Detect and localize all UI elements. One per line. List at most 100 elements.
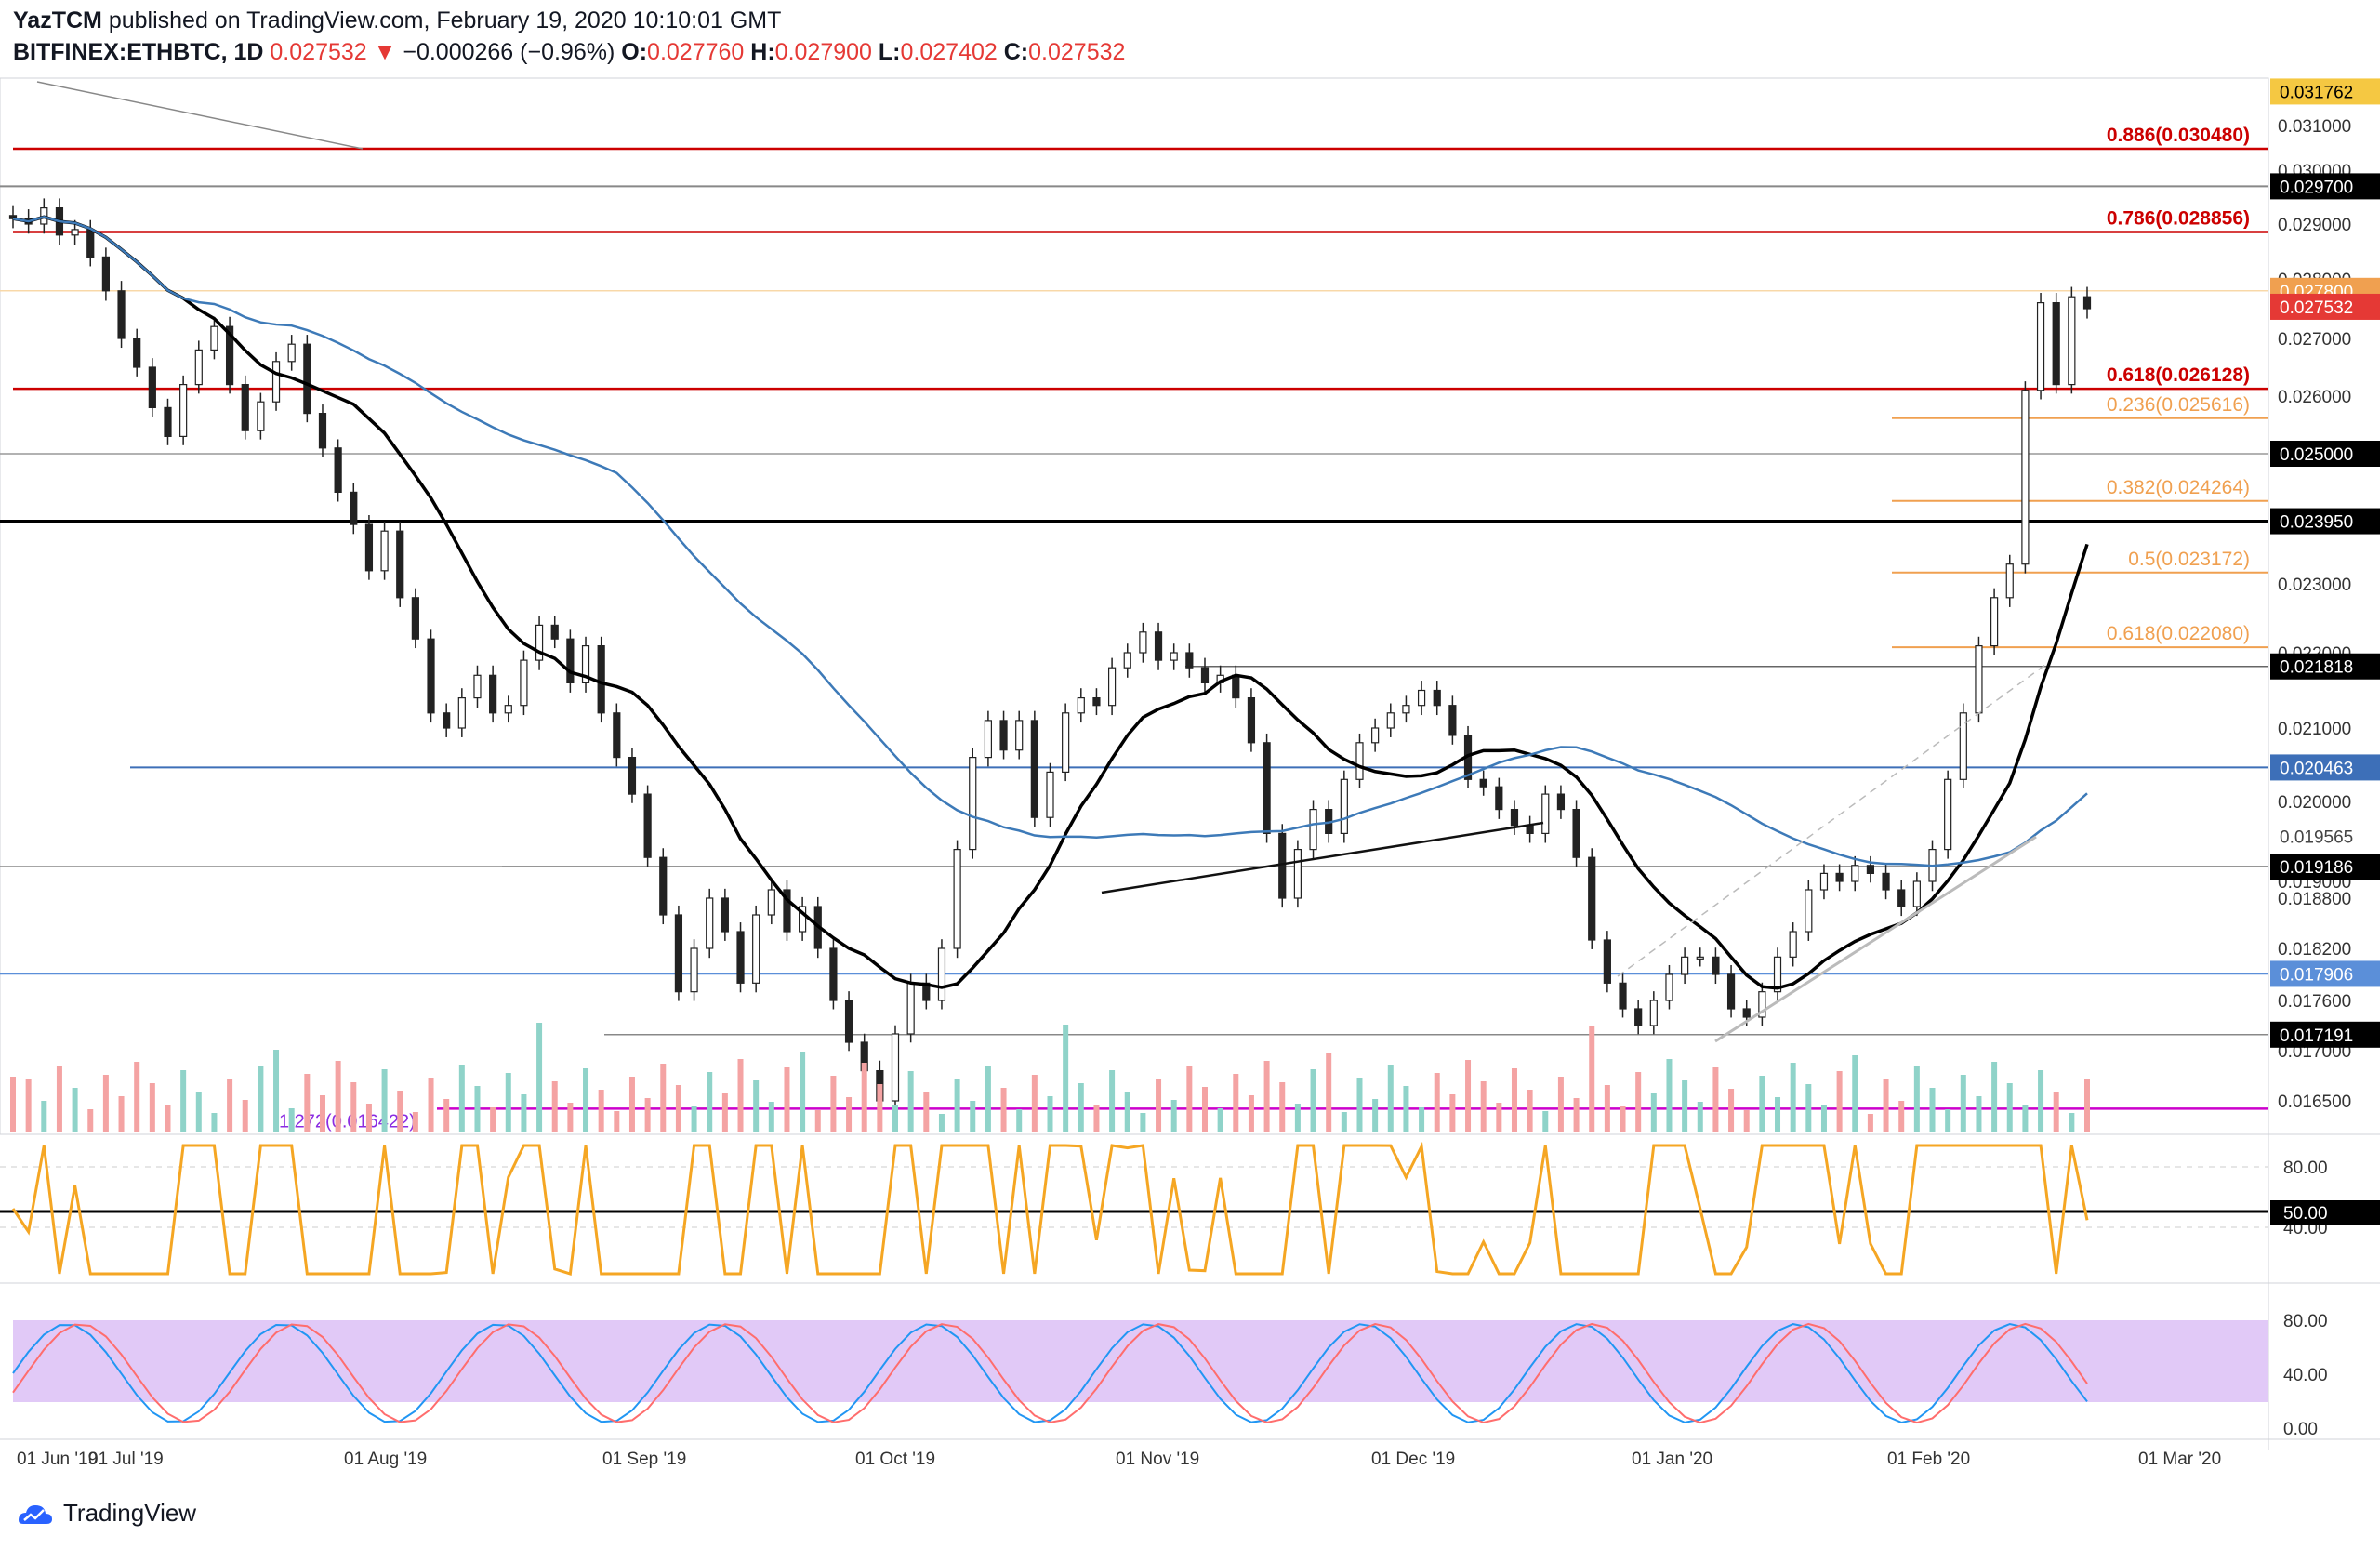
- volume-bar: [118, 1096, 125, 1132]
- price-tick-label: 0.023000: [2278, 576, 2351, 595]
- candle-body: [194, 349, 203, 386]
- volume-bar: [1326, 1053, 1332, 1132]
- volume-bar: [521, 1094, 527, 1132]
- candle-body: [164, 406, 172, 437]
- fib-level-label: 0.236(0.025616): [2107, 394, 2250, 416]
- time-tick-label: 01 Mar '20: [2138, 1450, 2221, 1469]
- stoch-tick-label: 0.00: [2283, 1420, 2318, 1439]
- volume-bar: [288, 1108, 295, 1132]
- candle-body: [520, 659, 528, 707]
- volume-bar: [1140, 1113, 1146, 1132]
- candle-body: [581, 644, 590, 683]
- volume-bar: [180, 1070, 187, 1132]
- tradingview-logo[interactable]: TradingView: [15, 1499, 196, 1528]
- volume-bar: [1186, 1066, 1193, 1132]
- candle-body: [1526, 825, 1534, 834]
- candle-body: [1819, 872, 1829, 891]
- candle-body: [1959, 712, 1967, 780]
- candle-body: [1572, 808, 1580, 858]
- candle-body: [891, 1033, 900, 1102]
- price-tick-label: 0.031000: [2278, 117, 2351, 137]
- volume-bar: [1047, 1096, 1053, 1132]
- price-badge: [2270, 754, 2380, 781]
- volume-bar: [1743, 1110, 1750, 1132]
- candle-body: [999, 720, 1008, 751]
- candle-body: [984, 720, 993, 759]
- volume-bar: [273, 1050, 280, 1132]
- candle-body: [443, 712, 451, 729]
- price-badge: [2270, 78, 2380, 105]
- candle-body: [1495, 786, 1503, 811]
- candle-body: [271, 361, 281, 403]
- price-badge-label: 0.023950: [2280, 513, 2353, 533]
- candle-body: [257, 401, 265, 431]
- price-badge: [2270, 508, 2380, 535]
- volume-bar: [1434, 1073, 1440, 1132]
- low-value: 0.027402: [900, 39, 998, 65]
- volume-bar: [304, 1074, 311, 1132]
- candle-body: [690, 947, 698, 993]
- price-badge-label: 0.029700: [2280, 178, 2353, 197]
- candle-body: [1510, 808, 1519, 827]
- volume-bar: [1898, 1101, 1905, 1132]
- open-label: O:: [621, 39, 648, 65]
- volume-bar: [1170, 1100, 1177, 1132]
- volume-bar: [877, 1084, 883, 1132]
- candle-body: [783, 889, 791, 933]
- candle-body: [117, 290, 126, 339]
- volume-bar: [1589, 1026, 1595, 1132]
- fib-level-label: 0.786(0.028856): [2107, 207, 2250, 229]
- candle-body: [2036, 302, 2045, 391]
- volume-bar: [1124, 1092, 1130, 1132]
- volume-bar: [1356, 1078, 1363, 1132]
- volume-bar: [1790, 1063, 1796, 1132]
- volume-bar: [1093, 1105, 1100, 1132]
- volume-bar: [365, 1104, 372, 1132]
- down-triangle-icon: ▼: [373, 39, 397, 65]
- price-pane: [0, 77, 2269, 1135]
- candle-body: [1139, 631, 1147, 654]
- candle-body: [457, 696, 466, 729]
- volume-bar: [784, 1067, 790, 1132]
- volume-bar: [428, 1078, 434, 1132]
- volume-bar: [768, 1102, 774, 1132]
- candle-body: [1154, 631, 1163, 661]
- candle-body: [1897, 889, 1906, 907]
- volume-bar: [102, 1075, 109, 1132]
- candle-body: [350, 491, 358, 525]
- volume-bar: [1620, 1106, 1626, 1132]
- published-text: published on TradingView.com, February 1…: [108, 7, 782, 33]
- descending-trendline: [36, 81, 364, 150]
- volume-bar: [1945, 1109, 1951, 1132]
- price-tick-label: 0.029000: [2278, 216, 2351, 235]
- ascending-trendline: [1714, 835, 2037, 1043]
- volume-bar: [1511, 1068, 1517, 1132]
- volume-bar: [258, 1066, 264, 1132]
- stoch-tick-label: 40.00: [2283, 1366, 2328, 1385]
- candle-body: [1912, 880, 1921, 907]
- stoch-k-line: [12, 1322, 2088, 1423]
- price-tick-label: 0.021000: [2278, 720, 2351, 739]
- last-price: 0.027532: [270, 39, 367, 65]
- candle-body: [659, 856, 668, 916]
- candle-body: [2068, 296, 2076, 386]
- volume-bar: [1867, 1114, 1873, 1132]
- candle-body: [1619, 982, 1627, 1010]
- price-badge-label: 0.017906: [2280, 965, 2353, 985]
- volume-bar: [985, 1066, 991, 1132]
- candle-body: [1975, 644, 1983, 714]
- open-value: 0.027760: [647, 39, 745, 65]
- rsi-badge-label: 50.00: [2283, 1204, 2328, 1224]
- candle-body: [752, 914, 760, 984]
- candle-body: [1030, 720, 1038, 818]
- candle-body: [148, 366, 156, 409]
- candle-body: [1742, 1008, 1751, 1018]
- volume-bar: [1883, 1079, 1889, 1132]
- candle-body: [210, 325, 218, 351]
- volume-bar: [1109, 1070, 1116, 1132]
- time-tick-label: 01 Nov '19: [1116, 1450, 1199, 1469]
- candle-body: [1107, 667, 1117, 707]
- time-tick-label: 01 Feb '20: [1887, 1450, 1970, 1469]
- volume-bar: [1527, 1090, 1533, 1132]
